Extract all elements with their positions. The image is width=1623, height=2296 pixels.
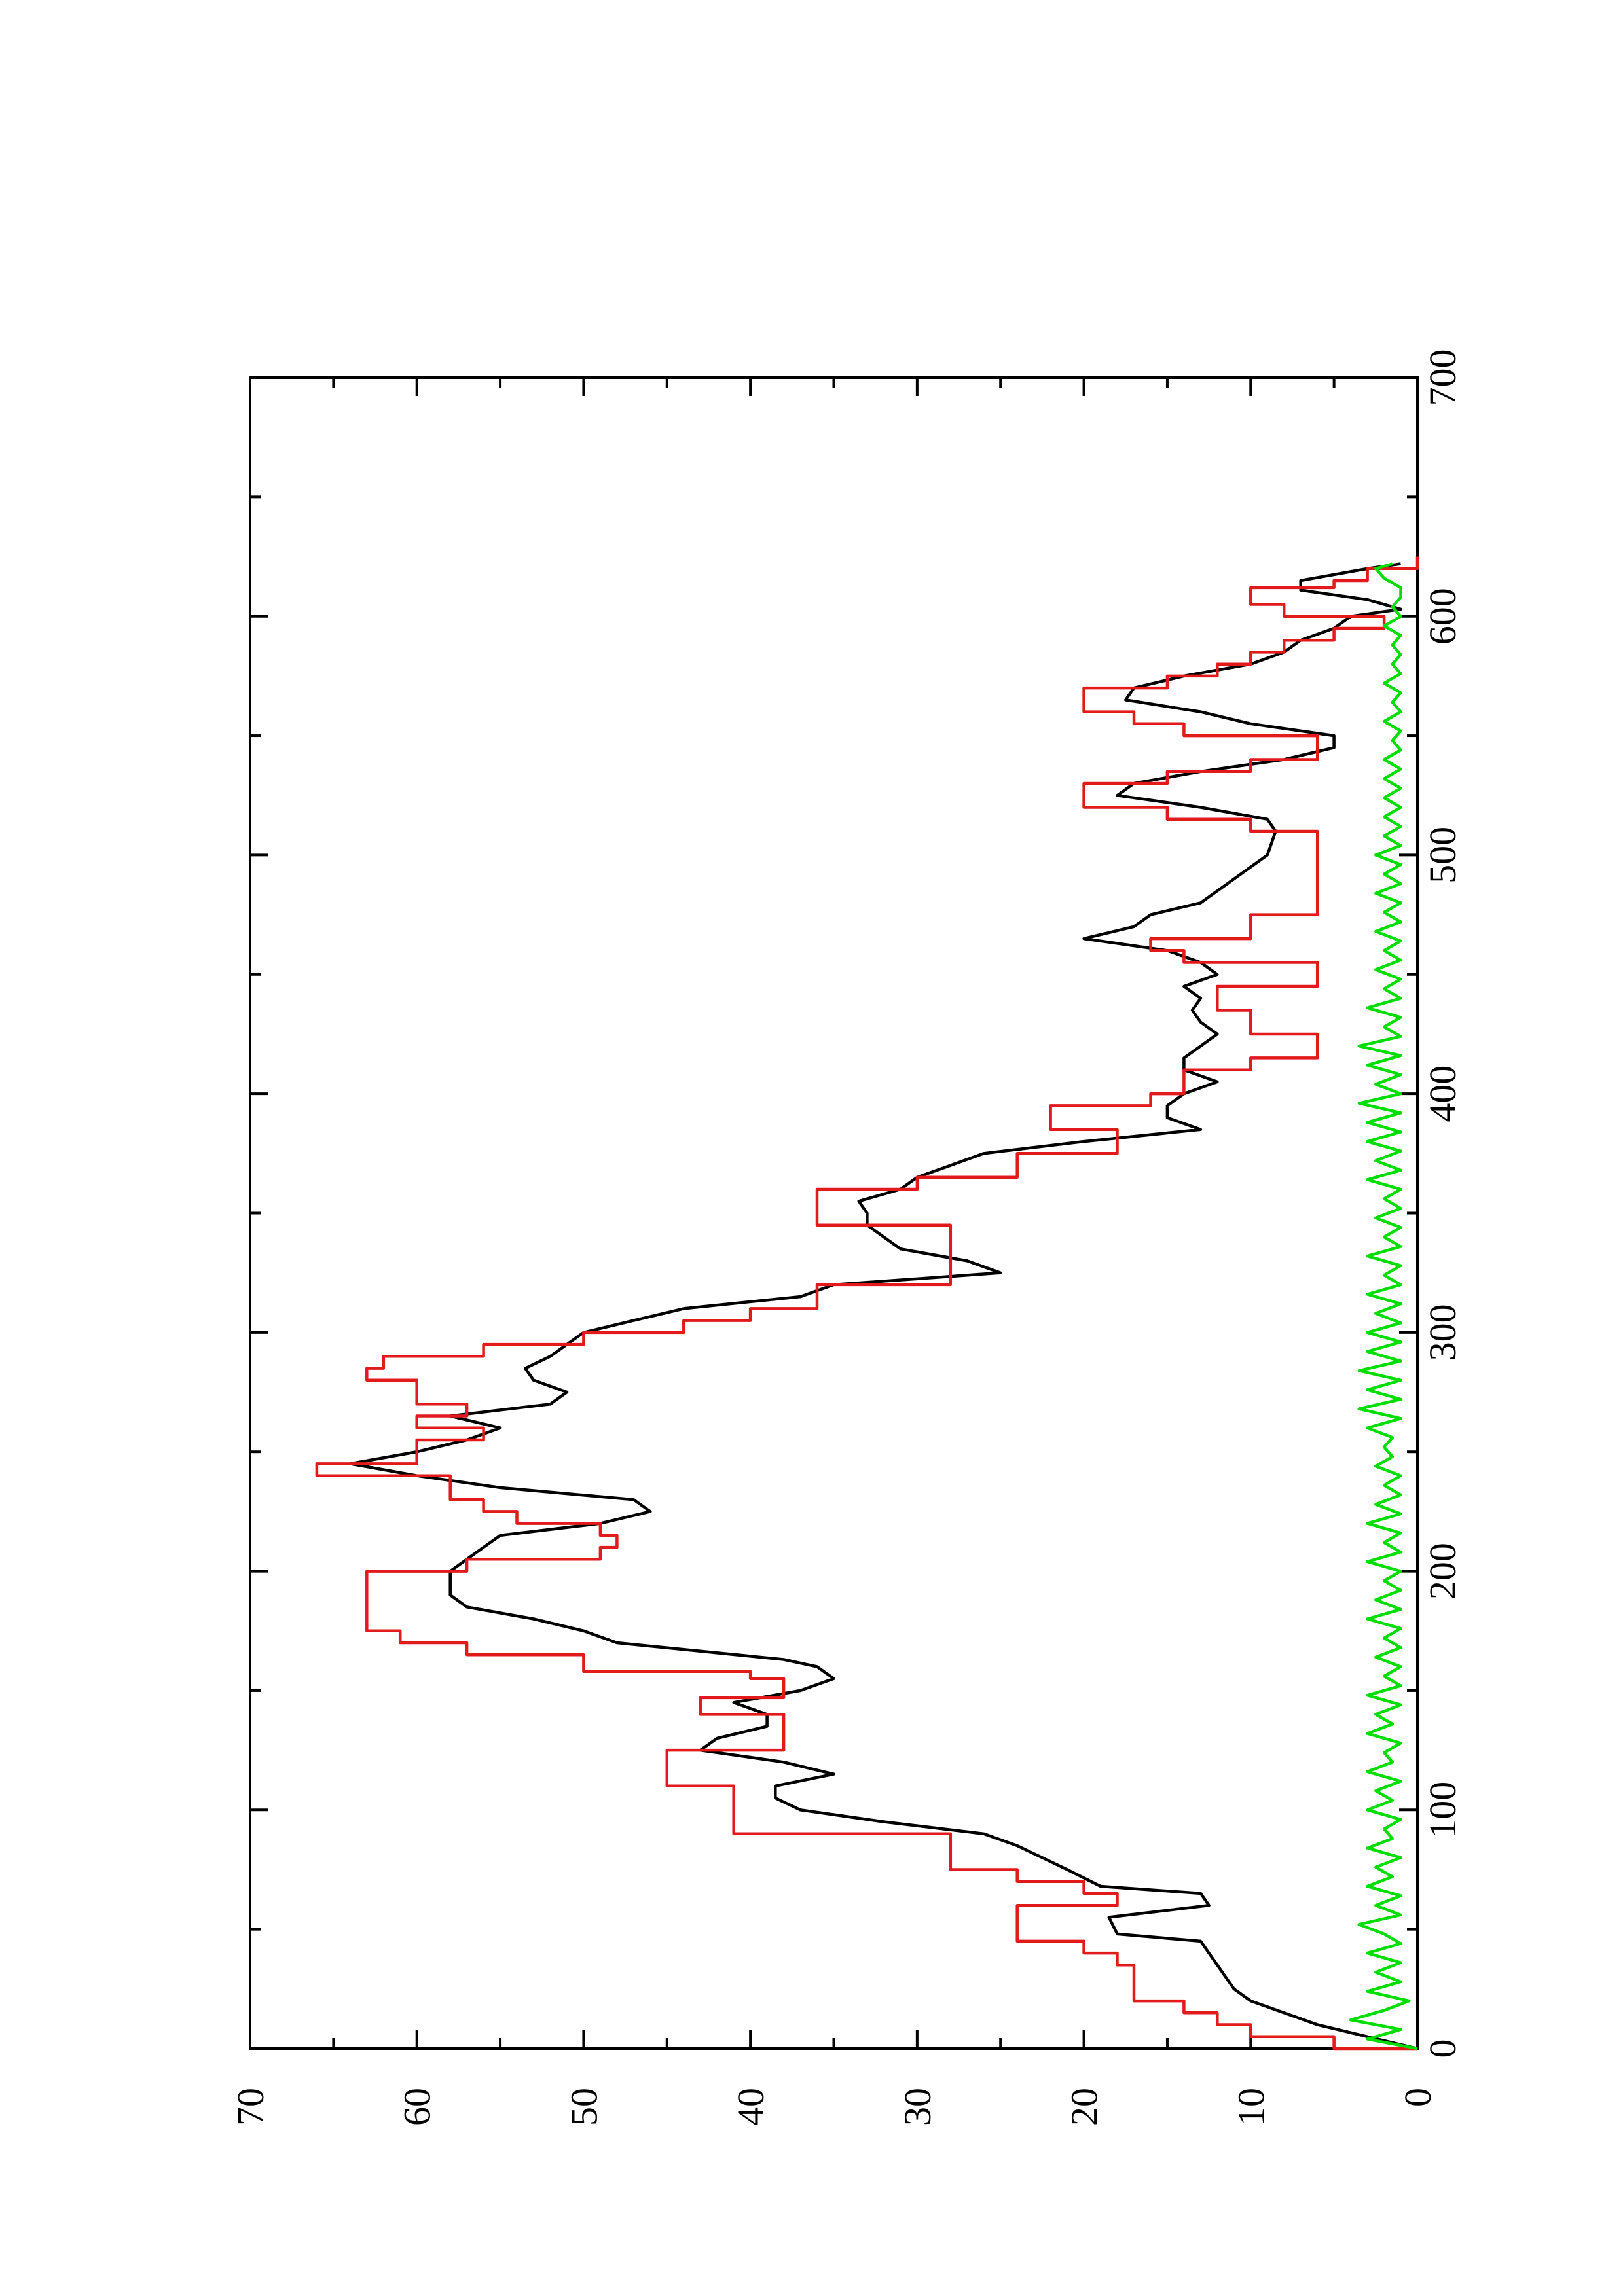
y-tick-label: 30 <box>896 2088 939 2126</box>
axis-ticks <box>249 376 1419 2050</box>
x-tick-label: 400 <box>1421 1066 1464 1122</box>
x-tick-label: 700 <box>1421 350 1464 406</box>
y-tick-label: 20 <box>1063 2088 1106 2126</box>
y-tick-label: 0 <box>1396 2088 1439 2107</box>
x-tick-label: 200 <box>1421 1543 1464 1600</box>
green-series-line <box>1349 562 1418 2051</box>
x-tick-label: 300 <box>1421 1304 1464 1361</box>
plot-frame <box>249 376 1419 2050</box>
black-series-line <box>348 562 1418 2051</box>
y-tick-label: 70 <box>229 2088 272 2126</box>
y-tick-label: 40 <box>729 2088 772 2126</box>
y-tick-label: 60 <box>396 2088 439 2126</box>
y-tick-label: 10 <box>1230 2088 1272 2126</box>
data-series <box>315 556 1419 2051</box>
y-tick-label: 50 <box>562 2088 605 2126</box>
x-tick-label: 500 <box>1421 827 1464 884</box>
tick-labels: 0 100 200 300 400 500 600 700 0 10 20 30 40 50 60 70 <box>229 350 1464 2126</box>
x-tick-label: 100 <box>1421 1782 1464 1839</box>
x-tick-label: 0 <box>1421 2039 1464 2058</box>
x-tick-label: 600 <box>1421 588 1464 645</box>
red-series-line <box>315 556 1419 2051</box>
